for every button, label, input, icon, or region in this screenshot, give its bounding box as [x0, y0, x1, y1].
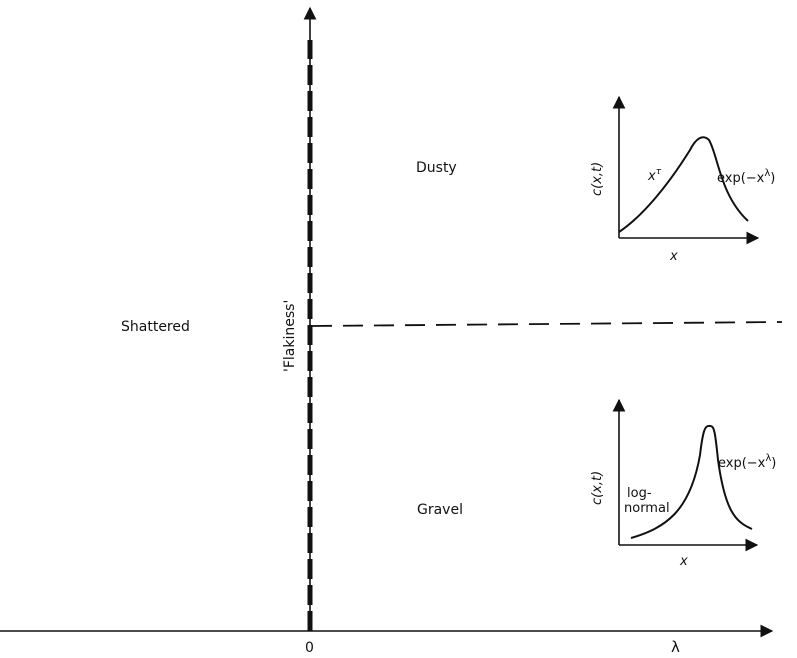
inset-top-xlabel: x	[669, 249, 678, 264]
inset-bottom-xlabel: x	[679, 554, 688, 569]
inset-bottom-annotation-line1: log-	[627, 486, 652, 501]
flakiness-axis-label: 'Flakiness'	[282, 300, 298, 372]
inset-top-right-annotation: exp(−xλ)	[717, 168, 775, 186]
inset-top-distribution: c(x,t) x xτ exp(−xλ)	[590, 95, 775, 264]
inset-bottom-annotation-line2: normal	[624, 501, 670, 516]
inset-top-curve	[618, 136, 749, 233]
inset-top-ylabel: c(x,t)	[590, 162, 605, 196]
region-gravel-label: Gravel	[417, 502, 463, 518]
origin-label: 0	[305, 640, 314, 656]
region-shattered-label: Shattered	[121, 319, 190, 335]
phase-boundary-horizontal	[311, 321, 783, 327]
inset-bottom-ylabel: c(x,t)	[590, 471, 605, 505]
region-dusty-label: Dusty	[416, 160, 457, 176]
inset-bottom-right-annotation: exp(−xλ)	[718, 453, 776, 471]
inset-bottom-curve	[630, 424, 753, 539]
lambda-axis-label: λ	[671, 638, 680, 656]
inset-top-left-annotation: xτ	[647, 167, 662, 184]
inset-bottom-distribution: c(x,t) x log- normal exp(−xλ)	[590, 398, 776, 569]
